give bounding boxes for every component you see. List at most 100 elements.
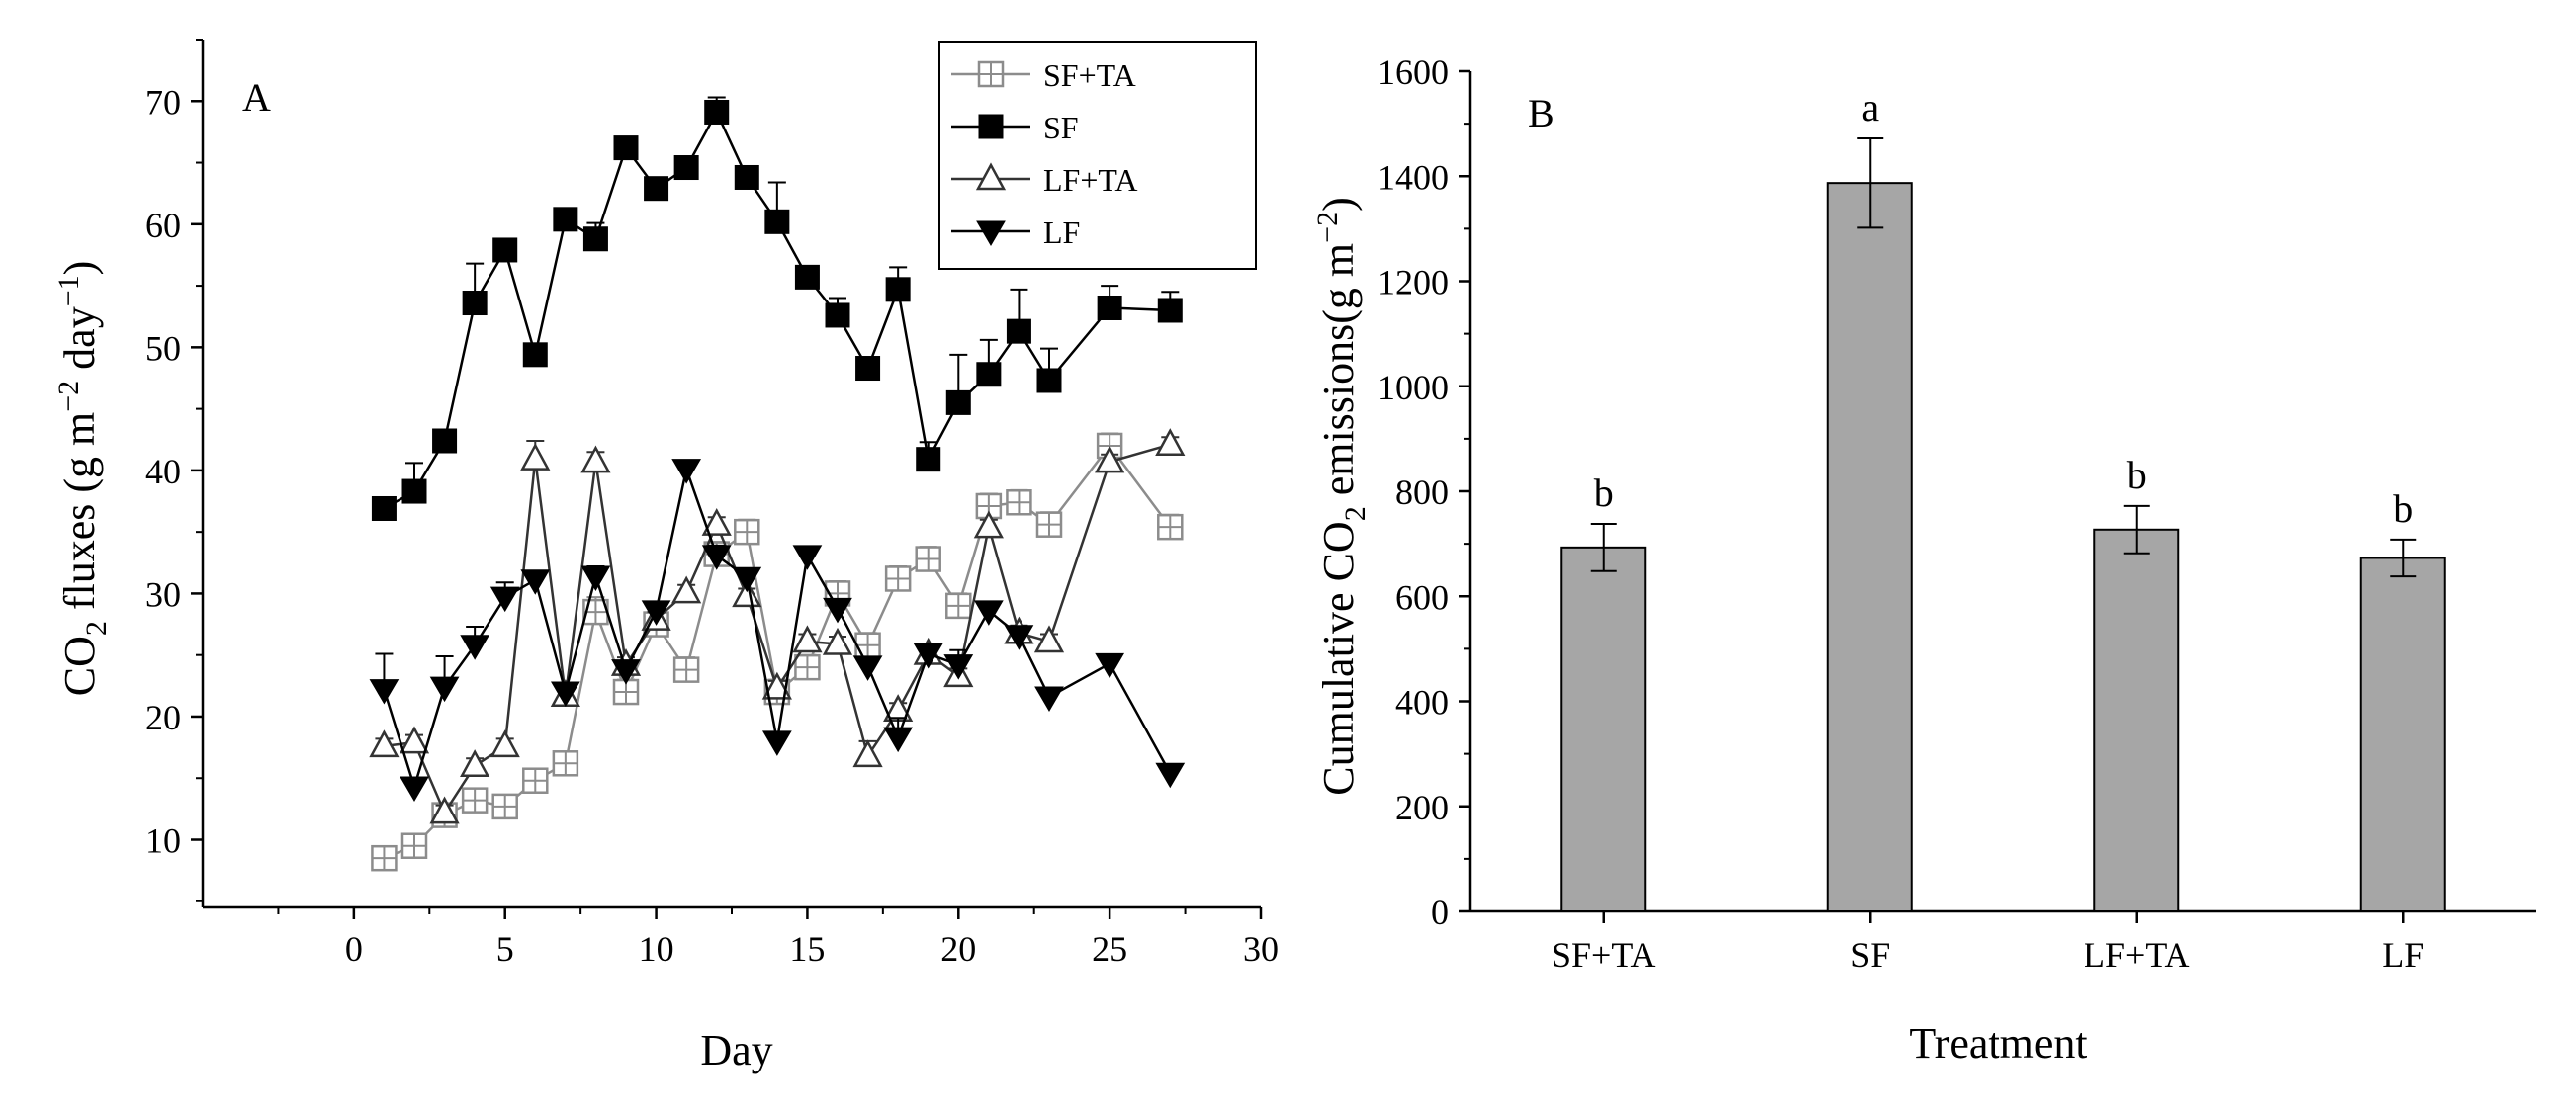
series-lf-plus-ta <box>369 428 1186 824</box>
data-point <box>916 447 941 472</box>
legend-marker <box>978 114 1004 139</box>
data-point <box>1033 625 1065 653</box>
data-point <box>976 362 1002 387</box>
data-point <box>520 569 551 595</box>
bar <box>1560 546 1647 912</box>
data-point <box>492 237 518 263</box>
data-point <box>945 389 971 415</box>
data-point <box>792 625 823 653</box>
bar <box>2359 557 2446 912</box>
data-point <box>732 566 762 593</box>
y-tick-label: 20 <box>145 698 181 737</box>
data-point <box>794 264 820 290</box>
legend-item: SF <box>951 110 1079 145</box>
data-point <box>550 681 580 708</box>
x-tick-label: LF+TA <box>2084 935 2189 975</box>
y-tick-label: 0 <box>1431 893 1449 932</box>
data-point <box>732 579 762 608</box>
data-point <box>883 727 914 753</box>
significance-letter: b <box>2393 486 2413 531</box>
data-point <box>1004 625 1034 650</box>
data-point <box>644 176 669 202</box>
data-point <box>460 749 490 778</box>
panel-label-a: A <box>242 75 271 120</box>
data-point <box>823 597 852 624</box>
y-tick-label: 200 <box>1395 788 1449 827</box>
data-point <box>369 729 400 758</box>
y-tick-label: 30 <box>145 574 181 614</box>
data-point <box>764 209 790 234</box>
significance-letter: b <box>2127 453 2147 497</box>
y-tick-label: 600 <box>1395 577 1449 617</box>
data-point <box>825 302 850 328</box>
bar <box>1826 182 1913 912</box>
data-point <box>1155 762 1186 789</box>
data-point <box>1097 295 1122 320</box>
y-tick-label: 1200 <box>1377 263 1449 302</box>
legend-label: LF <box>1043 214 1080 250</box>
data-point <box>399 726 430 754</box>
x-tick-label: LF <box>2382 935 2424 975</box>
x-tick-label: 15 <box>789 929 825 969</box>
data-point <box>913 643 943 669</box>
data-point <box>701 508 732 536</box>
y-axis-title: Cumulative CO2 emissions(g m−2) <box>1311 197 1372 795</box>
y-tick-label: 1600 <box>1377 52 1449 92</box>
data-point <box>885 277 911 302</box>
data-point <box>371 495 397 521</box>
legend-item: LF <box>951 214 1080 250</box>
data-point <box>429 676 460 703</box>
data-point <box>522 342 548 368</box>
data-point <box>973 600 1004 626</box>
data-point <box>489 586 520 613</box>
legend-label: SF <box>1043 110 1079 145</box>
x-tick-label: 30 <box>1243 929 1279 969</box>
data-point <box>1155 428 1186 456</box>
data-point <box>852 655 883 681</box>
panel-b-bar-chart: 0 200 400 600 800 1000 1200 1400 1600 Bb SF+TA a SF b… <box>1311 52 2536 1068</box>
y-tick-label: 1000 <box>1377 368 1449 407</box>
legend: SF+TA SF LF+TA LF <box>938 41 1257 270</box>
x-axis-title: Treatment <box>1910 1019 2087 1068</box>
bar-group-lf: b LF <box>2359 486 2446 975</box>
data-point <box>822 627 853 655</box>
x-tick-label: 10 <box>639 929 674 969</box>
data-point <box>462 291 488 316</box>
bar <box>2093 528 2180 912</box>
data-point <box>553 207 578 232</box>
data-point <box>1036 368 1062 393</box>
significance-letter: a <box>1861 85 1879 129</box>
data-point <box>611 659 641 685</box>
data-point <box>855 356 881 382</box>
y-tick-label: 40 <box>145 452 181 491</box>
data-point <box>943 654 974 680</box>
y-tick-label: 50 <box>145 328 181 368</box>
data-point <box>673 155 699 181</box>
data-point <box>701 545 732 570</box>
data-point <box>792 545 823 570</box>
y-tick-label: 60 <box>145 206 181 245</box>
x-tick-label: 20 <box>940 929 976 969</box>
data-point <box>761 671 792 700</box>
data-point <box>641 600 671 626</box>
data-point <box>852 739 883 768</box>
data-point <box>1095 445 1125 473</box>
data-point <box>369 679 400 705</box>
y-tick-label: 1400 <box>1377 157 1449 197</box>
series-line <box>384 443 1171 815</box>
x-tick-label: 0 <box>345 929 363 969</box>
y-tick-label: 800 <box>1395 472 1449 512</box>
data-point <box>1034 686 1064 713</box>
data-point <box>1095 652 1125 679</box>
legend-label: LF+TA <box>1043 162 1137 198</box>
data-point <box>734 164 759 190</box>
legend-item: LF+TA <box>951 162 1137 198</box>
x-tick-label: 25 <box>1092 929 1127 969</box>
data-point <box>489 729 520 758</box>
legend-item: SF+TA <box>951 57 1136 93</box>
data-point <box>580 565 611 591</box>
panel-label-b: B <box>1528 91 1554 135</box>
data-point <box>704 99 730 125</box>
bar-group-sf: a SF <box>1826 85 1913 975</box>
data-point <box>429 796 460 824</box>
